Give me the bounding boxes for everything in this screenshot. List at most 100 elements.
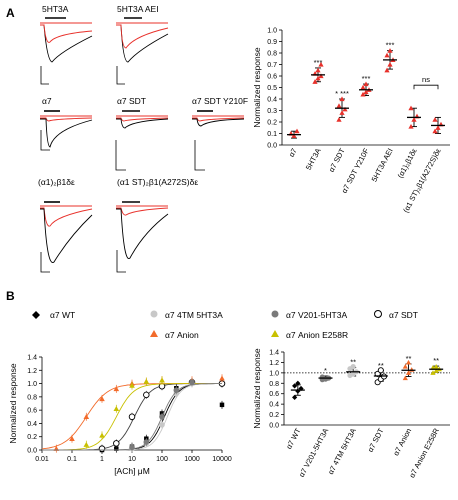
data-point (143, 391, 150, 399)
y-tick-label: 1.0 (269, 370, 279, 377)
legend-label-a7-sdt: α7 SDT (389, 310, 418, 320)
data-point (363, 81, 369, 87)
trace-title-alpha1-wt: (α1)₂β1δε (38, 177, 75, 187)
data-point (219, 402, 225, 408)
trace-title-alpha1-st: (α1 ST)₂β1(A272S)δε (117, 177, 198, 187)
data-point (219, 375, 225, 381)
data-point (315, 75, 321, 81)
legend-label-a7-4tm: α7 4TM 5HT3A (165, 310, 223, 320)
x-category-label: α7 (287, 147, 299, 159)
y-tick-label: 1.0 (27, 381, 37, 388)
y-tick-label: 1.2 (27, 368, 37, 375)
panel-b-label: B (6, 289, 15, 303)
data-point (159, 421, 165, 428)
legend-label-a7-wt: α7 WT (50, 310, 75, 320)
trace-title-5ht3a-aei: 5HT3A AEI (117, 4, 159, 14)
data-point (129, 382, 135, 388)
x-tick-label: 100 (156, 456, 168, 463)
x-tick-label: 1000 (184, 456, 200, 463)
data-point (430, 370, 436, 375)
trace-title-5ht3a: 5HT3A (42, 4, 69, 14)
data-point (360, 84, 366, 90)
legend-item-a7-sdt: α7 SDT (374, 310, 418, 320)
trace-a7 (40, 110, 93, 151)
legend-label-a7-v201: α7 V201-5HT3A (286, 310, 347, 320)
data-point (159, 413, 165, 420)
data-point (173, 387, 180, 394)
y-axis-label: Normalized response (8, 363, 18, 444)
significance-label: *** (314, 58, 323, 67)
data-point (433, 364, 439, 369)
data-point (402, 364, 408, 369)
y-tick-label: 0.3 (267, 108, 277, 115)
significance-label: ** (433, 356, 439, 365)
data-point (384, 52, 390, 58)
data-point (292, 394, 298, 400)
significance-label: ** (350, 358, 356, 367)
data-point (409, 367, 415, 372)
data-point (159, 377, 165, 383)
legend-label-a7-anion-e258r: α7 Anion E258R (286, 330, 348, 340)
legend-item-a7-anion: α7 Anion (150, 330, 199, 340)
data-point (143, 378, 150, 384)
data-point (291, 133, 297, 138)
data-point (83, 413, 90, 420)
ns-label: ns (422, 75, 430, 84)
data-point (189, 379, 195, 386)
data-point (363, 89, 369, 95)
x-category-label: α7 Anion E258R (407, 426, 441, 479)
y-tick-label: 0.6 (269, 391, 279, 398)
trace-a7-sdt (115, 110, 169, 171)
y-tick-label: 1.0 (267, 28, 277, 35)
data-point (342, 106, 348, 112)
data-point (128, 413, 136, 421)
data-point (295, 388, 301, 394)
x-category-label: α7 V201-5HT3A (297, 427, 330, 479)
data-point (295, 380, 301, 386)
data-point (433, 368, 439, 373)
y-tick-label: 0.8 (269, 381, 279, 388)
significance-label: *** (386, 41, 395, 50)
y-tick-label: 0.4 (27, 421, 37, 428)
data-point (113, 386, 120, 392)
x-axis-label: [ACh] μM (114, 466, 150, 476)
x-category-label: 5HT3A (304, 147, 323, 172)
trace-5ht3a (40, 17, 93, 85)
legend-item-a7-v201: α7 V201-5HT3A (271, 310, 347, 320)
y-tick-label: 0.4 (269, 402, 279, 409)
data-point (408, 124, 414, 129)
data-point (83, 441, 90, 447)
significance-label: ** (378, 361, 384, 370)
x-category-label: α7 SDT (327, 146, 347, 173)
data-point (405, 359, 412, 365)
data-point (402, 375, 408, 381)
data-point (98, 445, 106, 452)
y-tick-label: 0.4 (267, 97, 277, 104)
y-tick-label: 0.6 (27, 408, 37, 415)
data-point (113, 440, 120, 447)
data-point (339, 110, 345, 115)
data-point (435, 125, 441, 130)
y-tick-label: 1.4 (27, 355, 37, 362)
y-tick-label: 0.2 (267, 120, 277, 127)
y-axis-label: Normalized response (252, 348, 262, 429)
x-category-label: α7 SDT (366, 426, 386, 453)
trace-title-a7-sdt: α7 SDT (117, 96, 146, 106)
legend-item-a7-anion-e258r: α7 Anion E258R (271, 330, 348, 340)
trace-alpha1-st (116, 201, 169, 273)
y-axis-label: Normalized response (252, 47, 262, 128)
data-point (312, 79, 318, 84)
data-point (432, 128, 438, 134)
significance-label: * (324, 366, 327, 375)
data-point (432, 117, 438, 122)
y-tick-label: 0.2 (27, 434, 37, 441)
data-point (377, 367, 384, 374)
y-tick-label: 0.8 (27, 394, 37, 401)
x-category-label: α7 Anion (391, 427, 413, 458)
data-point (360, 91, 366, 97)
y-tick-label: 0.8 (267, 51, 277, 58)
data-point (336, 103, 342, 108)
data-point (405, 370, 412, 375)
data-point (99, 432, 105, 438)
